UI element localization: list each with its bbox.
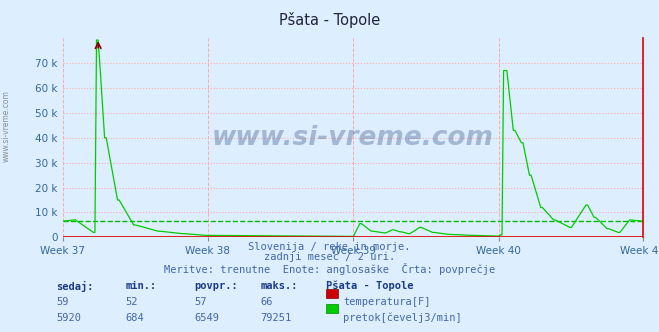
Text: povpr.:: povpr.: xyxy=(194,281,238,290)
Text: pretok[čevelj3/min]: pretok[čevelj3/min] xyxy=(343,313,462,323)
Text: temperatura[F]: temperatura[F] xyxy=(343,297,431,307)
Text: maks.:: maks.: xyxy=(260,281,298,290)
Text: 5920: 5920 xyxy=(56,313,81,323)
Text: 79251: 79251 xyxy=(260,313,291,323)
Text: Slovenija / reke in morje.: Slovenija / reke in morje. xyxy=(248,242,411,252)
Text: www.si-vreme.com: www.si-vreme.com xyxy=(2,90,11,162)
Text: Meritve: trenutne  Enote: anglosaške  Črta: povprečje: Meritve: trenutne Enote: anglosaške Črta… xyxy=(164,263,495,275)
Text: 59: 59 xyxy=(56,297,69,307)
Text: Pšata - Topole: Pšata - Topole xyxy=(326,281,414,291)
Text: 57: 57 xyxy=(194,297,207,307)
Text: zadnji mesec / 2 uri.: zadnji mesec / 2 uri. xyxy=(264,252,395,262)
Text: Pšata - Topole: Pšata - Topole xyxy=(279,12,380,28)
Text: sedaj:: sedaj: xyxy=(56,281,94,291)
Text: 6549: 6549 xyxy=(194,313,219,323)
Text: min.:: min.: xyxy=(125,281,156,290)
Text: www.si-vreme.com: www.si-vreme.com xyxy=(212,125,494,151)
Text: 52: 52 xyxy=(125,297,138,307)
Text: 684: 684 xyxy=(125,313,144,323)
Text: 66: 66 xyxy=(260,297,273,307)
